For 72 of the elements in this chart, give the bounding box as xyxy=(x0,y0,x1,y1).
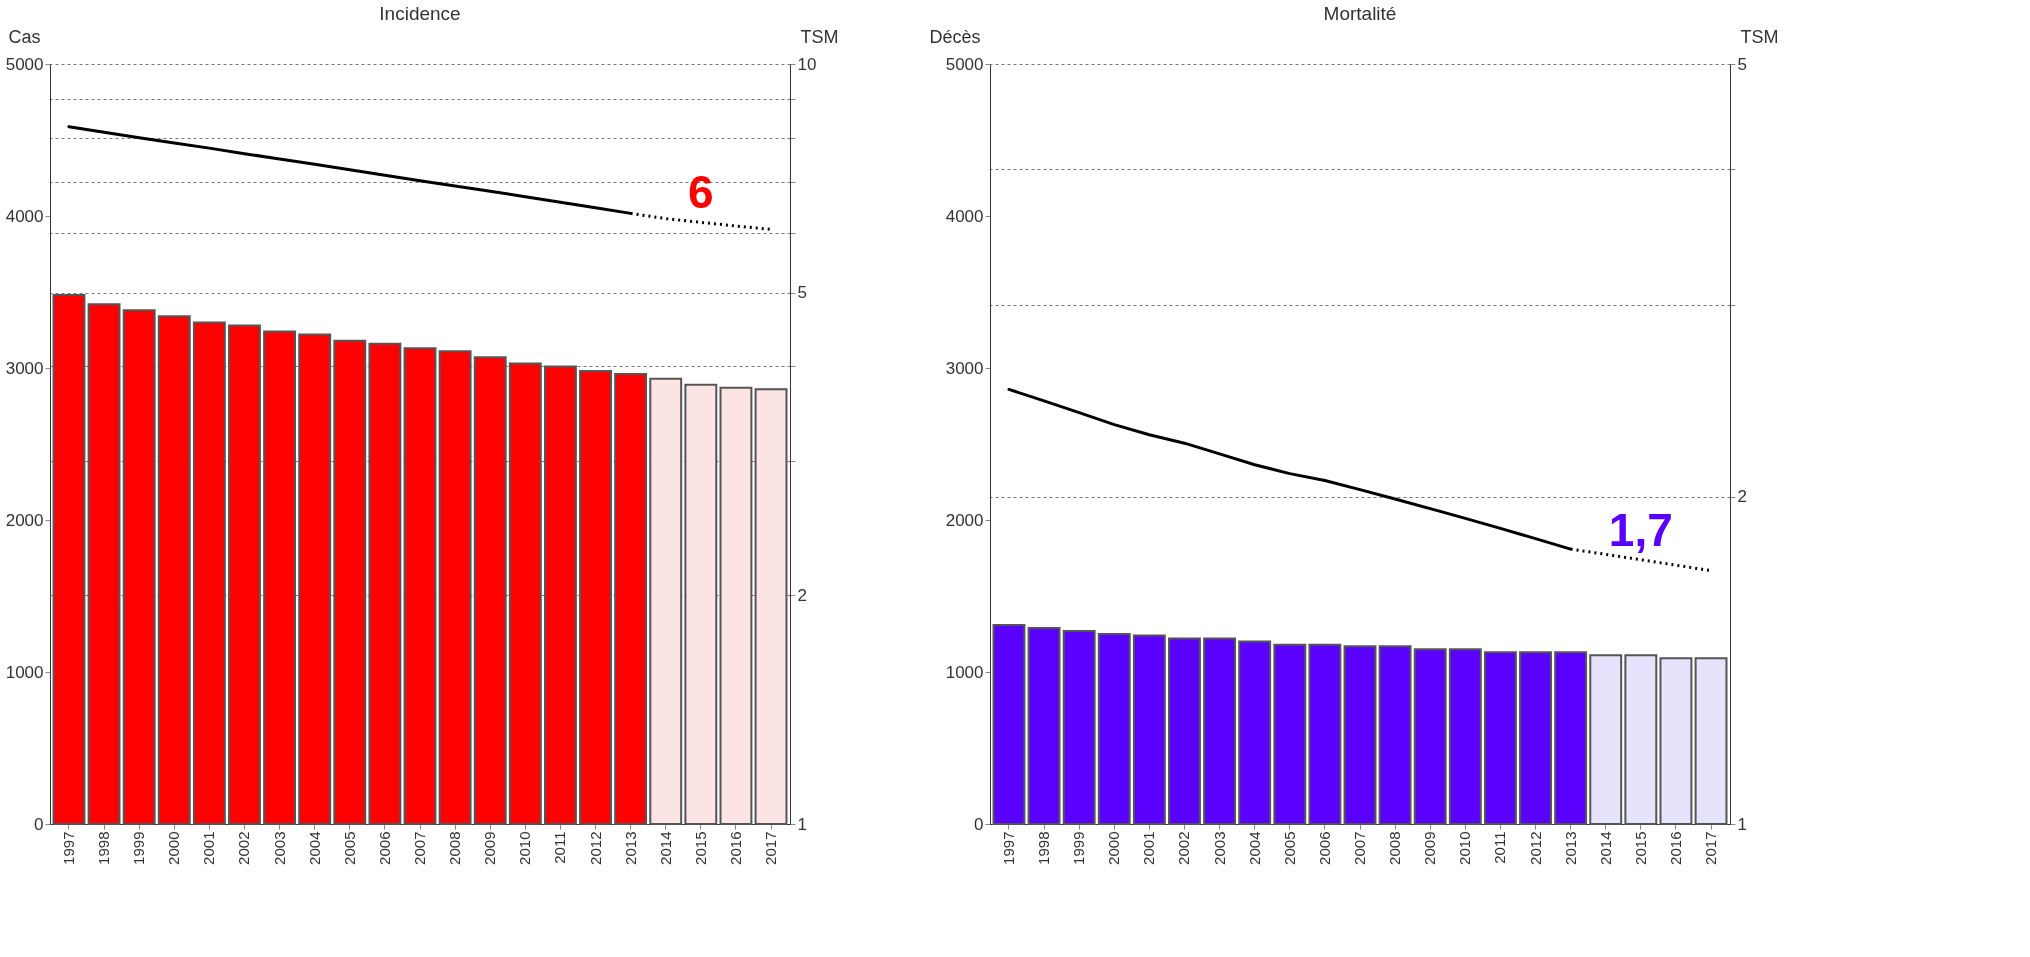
bar xyxy=(157,315,191,825)
x-tick-label: 2000 xyxy=(165,831,183,865)
x-tick-label: 2012 xyxy=(586,831,604,865)
x-tick-label: 2015 xyxy=(1631,831,1649,865)
x-tick-label: 2011 xyxy=(551,831,569,864)
y-tick-label: 2000 xyxy=(945,510,984,530)
y2-tick-label: 1 xyxy=(1737,814,1747,834)
annotation: 1,7 xyxy=(1608,503,1673,556)
bar xyxy=(614,373,648,825)
x-tick-label: 1999 xyxy=(1070,831,1088,865)
y2-tick-label: 10 xyxy=(797,54,817,74)
y-tick-label: 5000 xyxy=(5,54,44,74)
y-axis-title: Décès xyxy=(929,26,981,47)
x-tick-label: 2013 xyxy=(621,831,639,865)
y2-tick-label: 2 xyxy=(797,585,807,605)
x-tick-label: 2010 xyxy=(1456,831,1474,865)
x-tick-label: 2017 xyxy=(1702,831,1720,865)
y-tick-label: 0 xyxy=(974,814,984,834)
y-tick-label: 4000 xyxy=(5,206,44,226)
x-tick-label: 2001 xyxy=(1140,831,1158,865)
x-tick-label: 2016 xyxy=(1666,831,1684,865)
x-tick-label: 2012 xyxy=(1526,831,1544,865)
y-axis-title: Cas xyxy=(8,26,41,47)
x-tick-label: 2014 xyxy=(656,831,674,865)
chart-title: Mortalité xyxy=(1323,3,1397,24)
x-tick-label: 2010 xyxy=(516,831,534,865)
x-tick-label: 2008 xyxy=(1386,831,1404,865)
x-tick-label: 2005 xyxy=(1280,831,1298,865)
x-tick-label: 2009 xyxy=(481,831,499,865)
x-tick-label: 1999 xyxy=(130,831,148,865)
y-tick-label: 3000 xyxy=(945,358,984,378)
x-tick-label: 2013 xyxy=(1561,831,1579,865)
y-tick-label: 1000 xyxy=(945,662,984,682)
x-tick-label: 2006 xyxy=(375,831,393,865)
x-tick-label: 2003 xyxy=(270,831,288,865)
y2-tick-label: 5 xyxy=(1737,54,1747,74)
y2-axis-title: TSM xyxy=(1740,26,1779,47)
x-tick-label: 2001 xyxy=(200,831,218,865)
y2-tick-label: 1 xyxy=(797,814,807,834)
x-tick-label: 2016 xyxy=(726,831,744,865)
y-tick-label: 4000 xyxy=(945,206,984,226)
annotation: 6 xyxy=(688,166,714,219)
bar xyxy=(368,342,402,825)
x-tick-label: 1997 xyxy=(59,831,77,865)
x-tick-label: 2000 xyxy=(1105,831,1123,865)
y2-tick-label: 2 xyxy=(1737,487,1747,507)
x-tick-label: 2006 xyxy=(1315,831,1333,865)
x-tick-label: 2003 xyxy=(1210,831,1228,865)
y-tick-label: 3000 xyxy=(5,358,44,378)
x-tick-label: 1998 xyxy=(95,831,113,865)
y-tick-label: 5000 xyxy=(945,54,984,74)
x-tick-label: 2004 xyxy=(1245,831,1263,865)
x-tick-label: 2008 xyxy=(446,831,464,865)
x-tick-label: 1998 xyxy=(1035,831,1053,865)
x-tick-label: 2005 xyxy=(340,831,358,865)
x-tick-label: 2014 xyxy=(1596,831,1614,865)
y2-axis-title: TSM xyxy=(800,26,839,47)
x-tick-label: 2017 xyxy=(762,831,780,865)
x-tick-label: 2007 xyxy=(411,831,428,865)
x-tick-label: 2015 xyxy=(691,831,709,865)
chart-title: Incidence xyxy=(379,3,461,24)
y-tick-label: 0 xyxy=(34,814,44,834)
x-tick-label: 2002 xyxy=(1175,831,1193,865)
x-tick-label: 2002 xyxy=(235,831,253,865)
x-tick-label: 2007 xyxy=(1351,831,1368,865)
y-tick-label: 2000 xyxy=(5,510,44,530)
x-tick-label: 2011 xyxy=(1491,831,1509,864)
x-tick-label: 1997 xyxy=(999,831,1017,865)
y-tick-label: 1000 xyxy=(5,662,44,682)
x-tick-label: 2004 xyxy=(305,831,323,865)
y2-tick-label: 5 xyxy=(797,283,807,303)
x-tick-label: 2009 xyxy=(1421,831,1439,865)
